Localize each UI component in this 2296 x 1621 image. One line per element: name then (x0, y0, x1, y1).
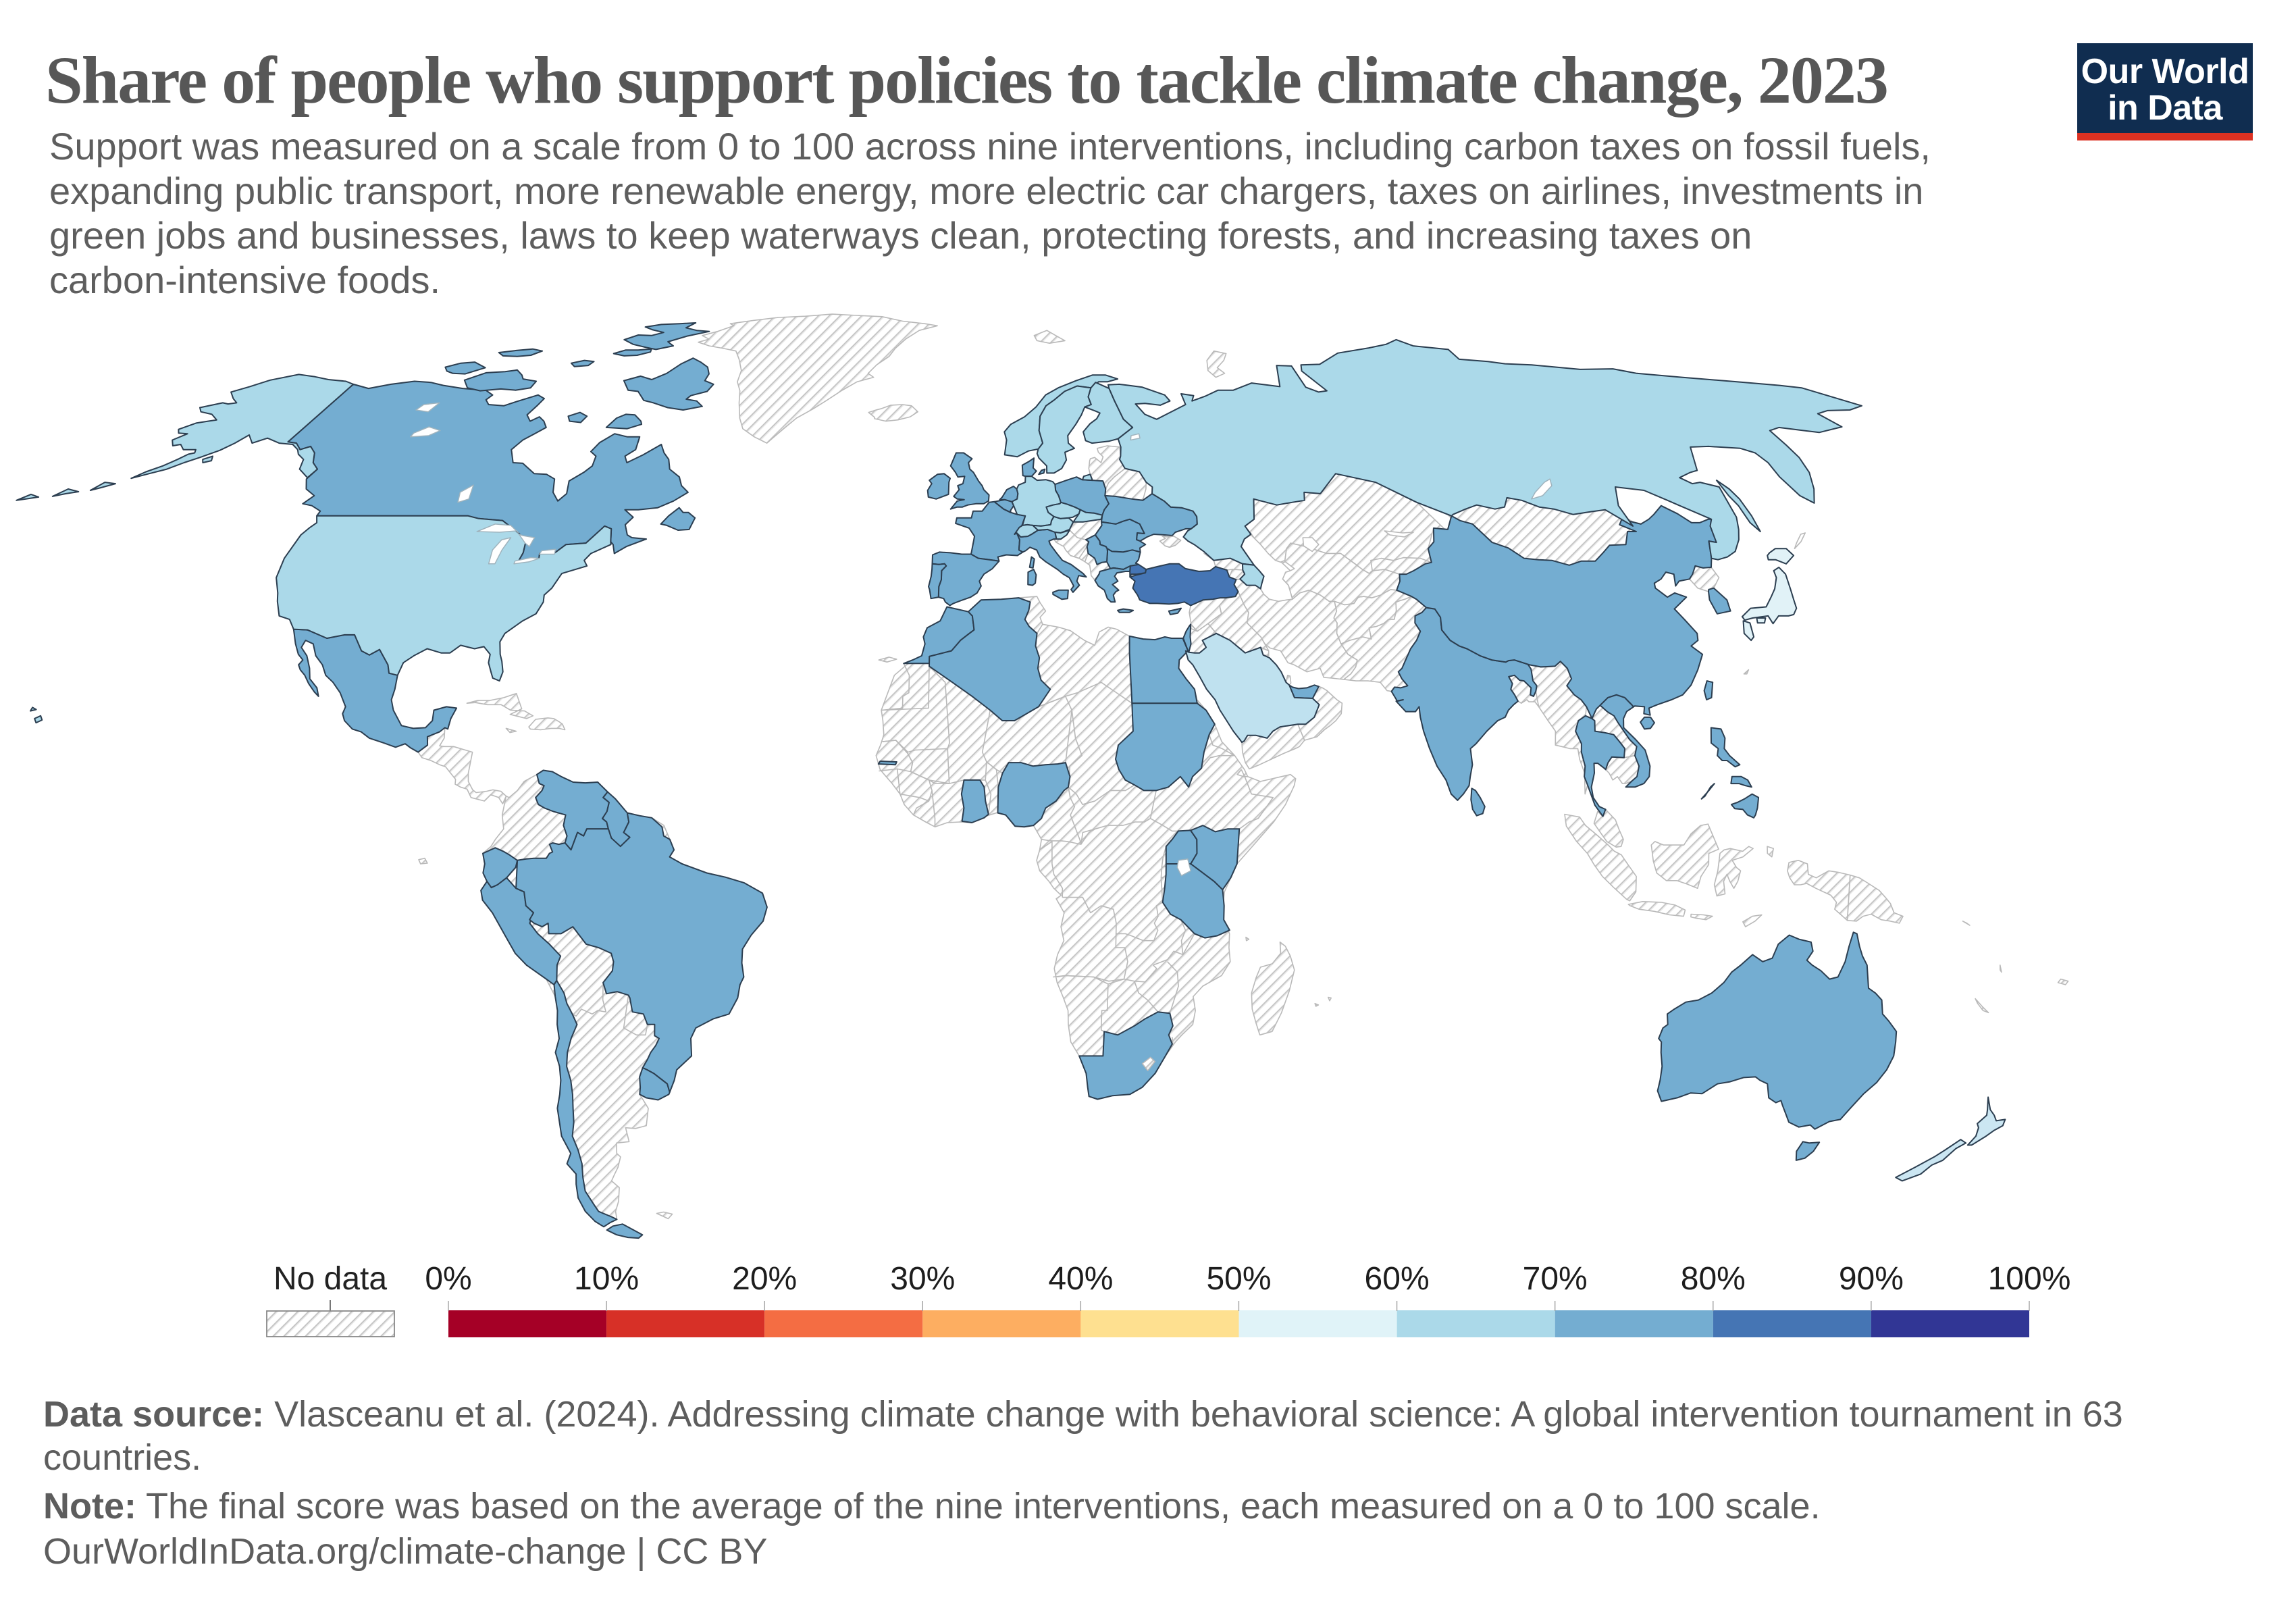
svg-text:40%: 40% (1048, 1261, 1113, 1297)
svg-text:30%: 30% (890, 1261, 955, 1297)
svg-text:No data: No data (273, 1261, 387, 1297)
svg-text:10%: 10% (574, 1261, 639, 1297)
svg-text:100%: 100% (1988, 1261, 2071, 1297)
svg-text:90%: 90% (1839, 1261, 1904, 1297)
svg-text:70%: 70% (1523, 1261, 1588, 1297)
svg-text:80%: 80% (1681, 1261, 1746, 1297)
svg-text:60%: 60% (1365, 1261, 1430, 1297)
svg-text:50%: 50% (1206, 1261, 1271, 1297)
svg-text:0%: 0% (425, 1261, 471, 1297)
svg-text:20%: 20% (732, 1261, 797, 1297)
